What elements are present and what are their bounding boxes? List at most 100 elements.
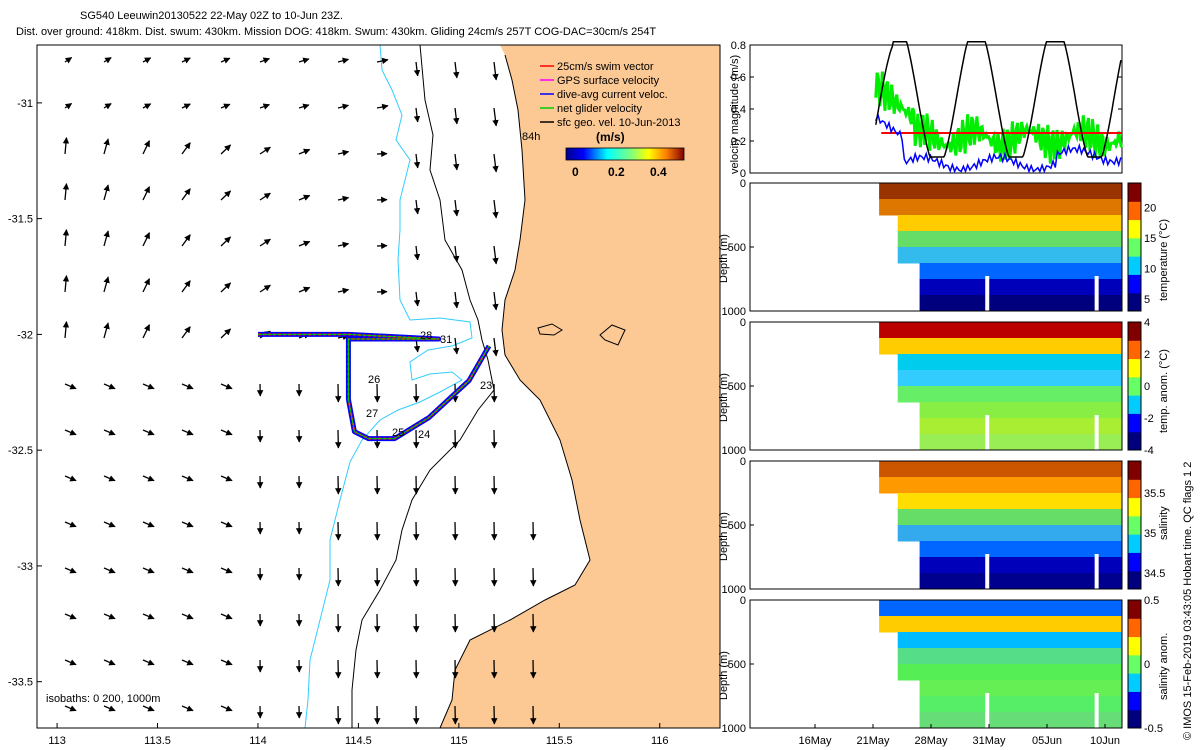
heatmap-gap xyxy=(1094,554,1099,589)
heatmap-band xyxy=(919,263,1122,280)
sfc-geo-velocity-line xyxy=(875,41,1122,158)
y-tick-label: -32.5 xyxy=(8,445,33,457)
heatmap-band xyxy=(897,247,1122,264)
colorbar-segment xyxy=(1128,479,1141,499)
heatmap-band xyxy=(919,680,1122,697)
velocity-arrow xyxy=(181,567,194,574)
velocity-arrow xyxy=(103,475,116,482)
velocity-arrow xyxy=(337,57,350,64)
colorbar-tick-label: -2 xyxy=(1144,413,1154,425)
velocity-arrow xyxy=(181,57,191,64)
velocity-arrow xyxy=(337,149,350,157)
velocity-arrow xyxy=(64,567,77,574)
colorbar-tick-0: 0 xyxy=(572,165,579,179)
velocity-arrow xyxy=(413,153,421,169)
depth-ylabel: Depth (m) xyxy=(718,651,730,700)
velocity-arrow xyxy=(142,567,155,574)
colorbar-tick-label: 35.5 xyxy=(1144,488,1165,500)
colorbar-segment xyxy=(1128,515,1141,535)
velocity-arrow xyxy=(337,103,350,110)
salinity-colorbar-label: salinity xyxy=(1158,506,1170,540)
velocity-arrow xyxy=(64,521,77,528)
map-legend: 25cm/s swim vector GPS surface velocity … xyxy=(522,61,681,143)
velocity-arrow xyxy=(142,140,151,155)
heatmap-gap xyxy=(1094,276,1099,311)
heatmap-band xyxy=(919,402,1122,419)
vel-ytick-label: 0.4 xyxy=(731,104,746,116)
track-label-28: 28 xyxy=(420,330,432,342)
velocity-arrow xyxy=(103,184,110,201)
track-label-27: 27 xyxy=(366,408,378,420)
date-tick-label: 10Jun xyxy=(1090,735,1120,747)
depth-ylabel: Depth (m) xyxy=(718,234,730,283)
land-mass xyxy=(440,45,720,728)
heatmap-band xyxy=(879,338,1122,355)
velocity-arrow xyxy=(259,284,271,293)
velocity-arrow xyxy=(376,103,389,111)
velocity-arrow xyxy=(142,324,151,339)
heatmap-band xyxy=(919,696,1122,713)
velocity-arrow xyxy=(413,245,421,261)
colorbar-segment xyxy=(1128,497,1141,517)
y-tick-label: -31.5 xyxy=(8,214,33,226)
salinity-anomaly-panel: 0 500 1000 Depth (m) -0.5 0 0.5 16May 21May 28May… xyxy=(718,595,1163,747)
depth-tick-label: 0 xyxy=(740,456,746,468)
colorbar-segment xyxy=(1128,322,1141,341)
colorbar-segment xyxy=(1128,673,1141,692)
colorbar-frame xyxy=(1127,182,1142,312)
colorbar-segment xyxy=(1128,570,1141,590)
credit-text: © IMOS 15-Feb-2019 03:43:05 Hobart time.… xyxy=(1182,461,1194,740)
salinity-panel: 0 500 1000 Depth (m) 34.5 35 35.5 xyxy=(718,456,1165,596)
track-label-23: 23 xyxy=(480,380,492,392)
colorbar-segment xyxy=(1128,654,1141,674)
heatmap-band xyxy=(919,541,1122,558)
vel-ytick-label: 0.6 xyxy=(731,72,746,84)
colorbar-segment xyxy=(1128,274,1141,294)
heatmap-band xyxy=(919,279,1122,296)
velocity-arrow xyxy=(64,56,73,64)
colorbar-segment xyxy=(1128,534,1141,553)
velocity-arrow xyxy=(181,659,194,666)
date-tick-label: 21May xyxy=(856,735,890,747)
velocity-arrow xyxy=(259,146,271,155)
heatmap-band xyxy=(897,632,1122,649)
legend-gps: GPS surface velocity xyxy=(557,75,660,87)
colorbar-segment xyxy=(1128,219,1141,239)
velocity-arrow xyxy=(103,429,116,436)
colorbar-segment xyxy=(1128,691,1141,711)
colorbar-tick-label: 34.5 xyxy=(1144,568,1165,580)
colorbar-segment xyxy=(1128,201,1141,221)
sal-cb-label-box: salinity xyxy=(1158,470,1174,580)
velocity-arrow xyxy=(452,245,460,263)
figure-title: SG540 Leeuwin20130522 22-May 02Z to 10-J… xyxy=(80,10,343,22)
heatmap-gap xyxy=(985,693,990,728)
velocity-arrow xyxy=(181,103,191,110)
velocity-arrow xyxy=(337,241,350,249)
velocity-arrow xyxy=(181,234,191,247)
velocity-arrow xyxy=(298,103,310,110)
velocity-arrow xyxy=(142,475,155,482)
legend-84h: 84h xyxy=(522,131,540,143)
velocity-arrow xyxy=(103,659,116,666)
colorbar-segment xyxy=(1128,552,1141,572)
x-tick-label: 115.5 xyxy=(546,735,573,747)
velocity-arrow xyxy=(220,383,233,390)
temperature-colorbar-label: temperature (°C) xyxy=(1158,218,1170,301)
depth-ylabel: Depth (m) xyxy=(718,512,730,561)
velocity-arrow xyxy=(181,705,194,712)
colorbar-segment xyxy=(1128,618,1141,638)
depth-tick-label: 1000 xyxy=(722,306,746,318)
velocity-arrow xyxy=(103,138,110,155)
depth-tick-label: 0 xyxy=(740,178,746,190)
velocity-arrow xyxy=(220,190,232,201)
vel-ytick-label: 0 xyxy=(740,168,746,180)
depth-tick-label: 0 xyxy=(740,595,746,607)
heatmap-band xyxy=(897,509,1122,526)
heatmap-band xyxy=(897,493,1122,510)
heatmap-gap xyxy=(985,554,990,589)
velocity-arrow xyxy=(64,705,77,712)
map-chart: 113 113.5 114 114.5 115 115.5 116 -31 -31.5 -32 -3… xyxy=(8,44,721,747)
heatmap-band xyxy=(897,215,1122,232)
velocity-arrow xyxy=(103,705,116,712)
velocity-arrow xyxy=(452,291,460,309)
